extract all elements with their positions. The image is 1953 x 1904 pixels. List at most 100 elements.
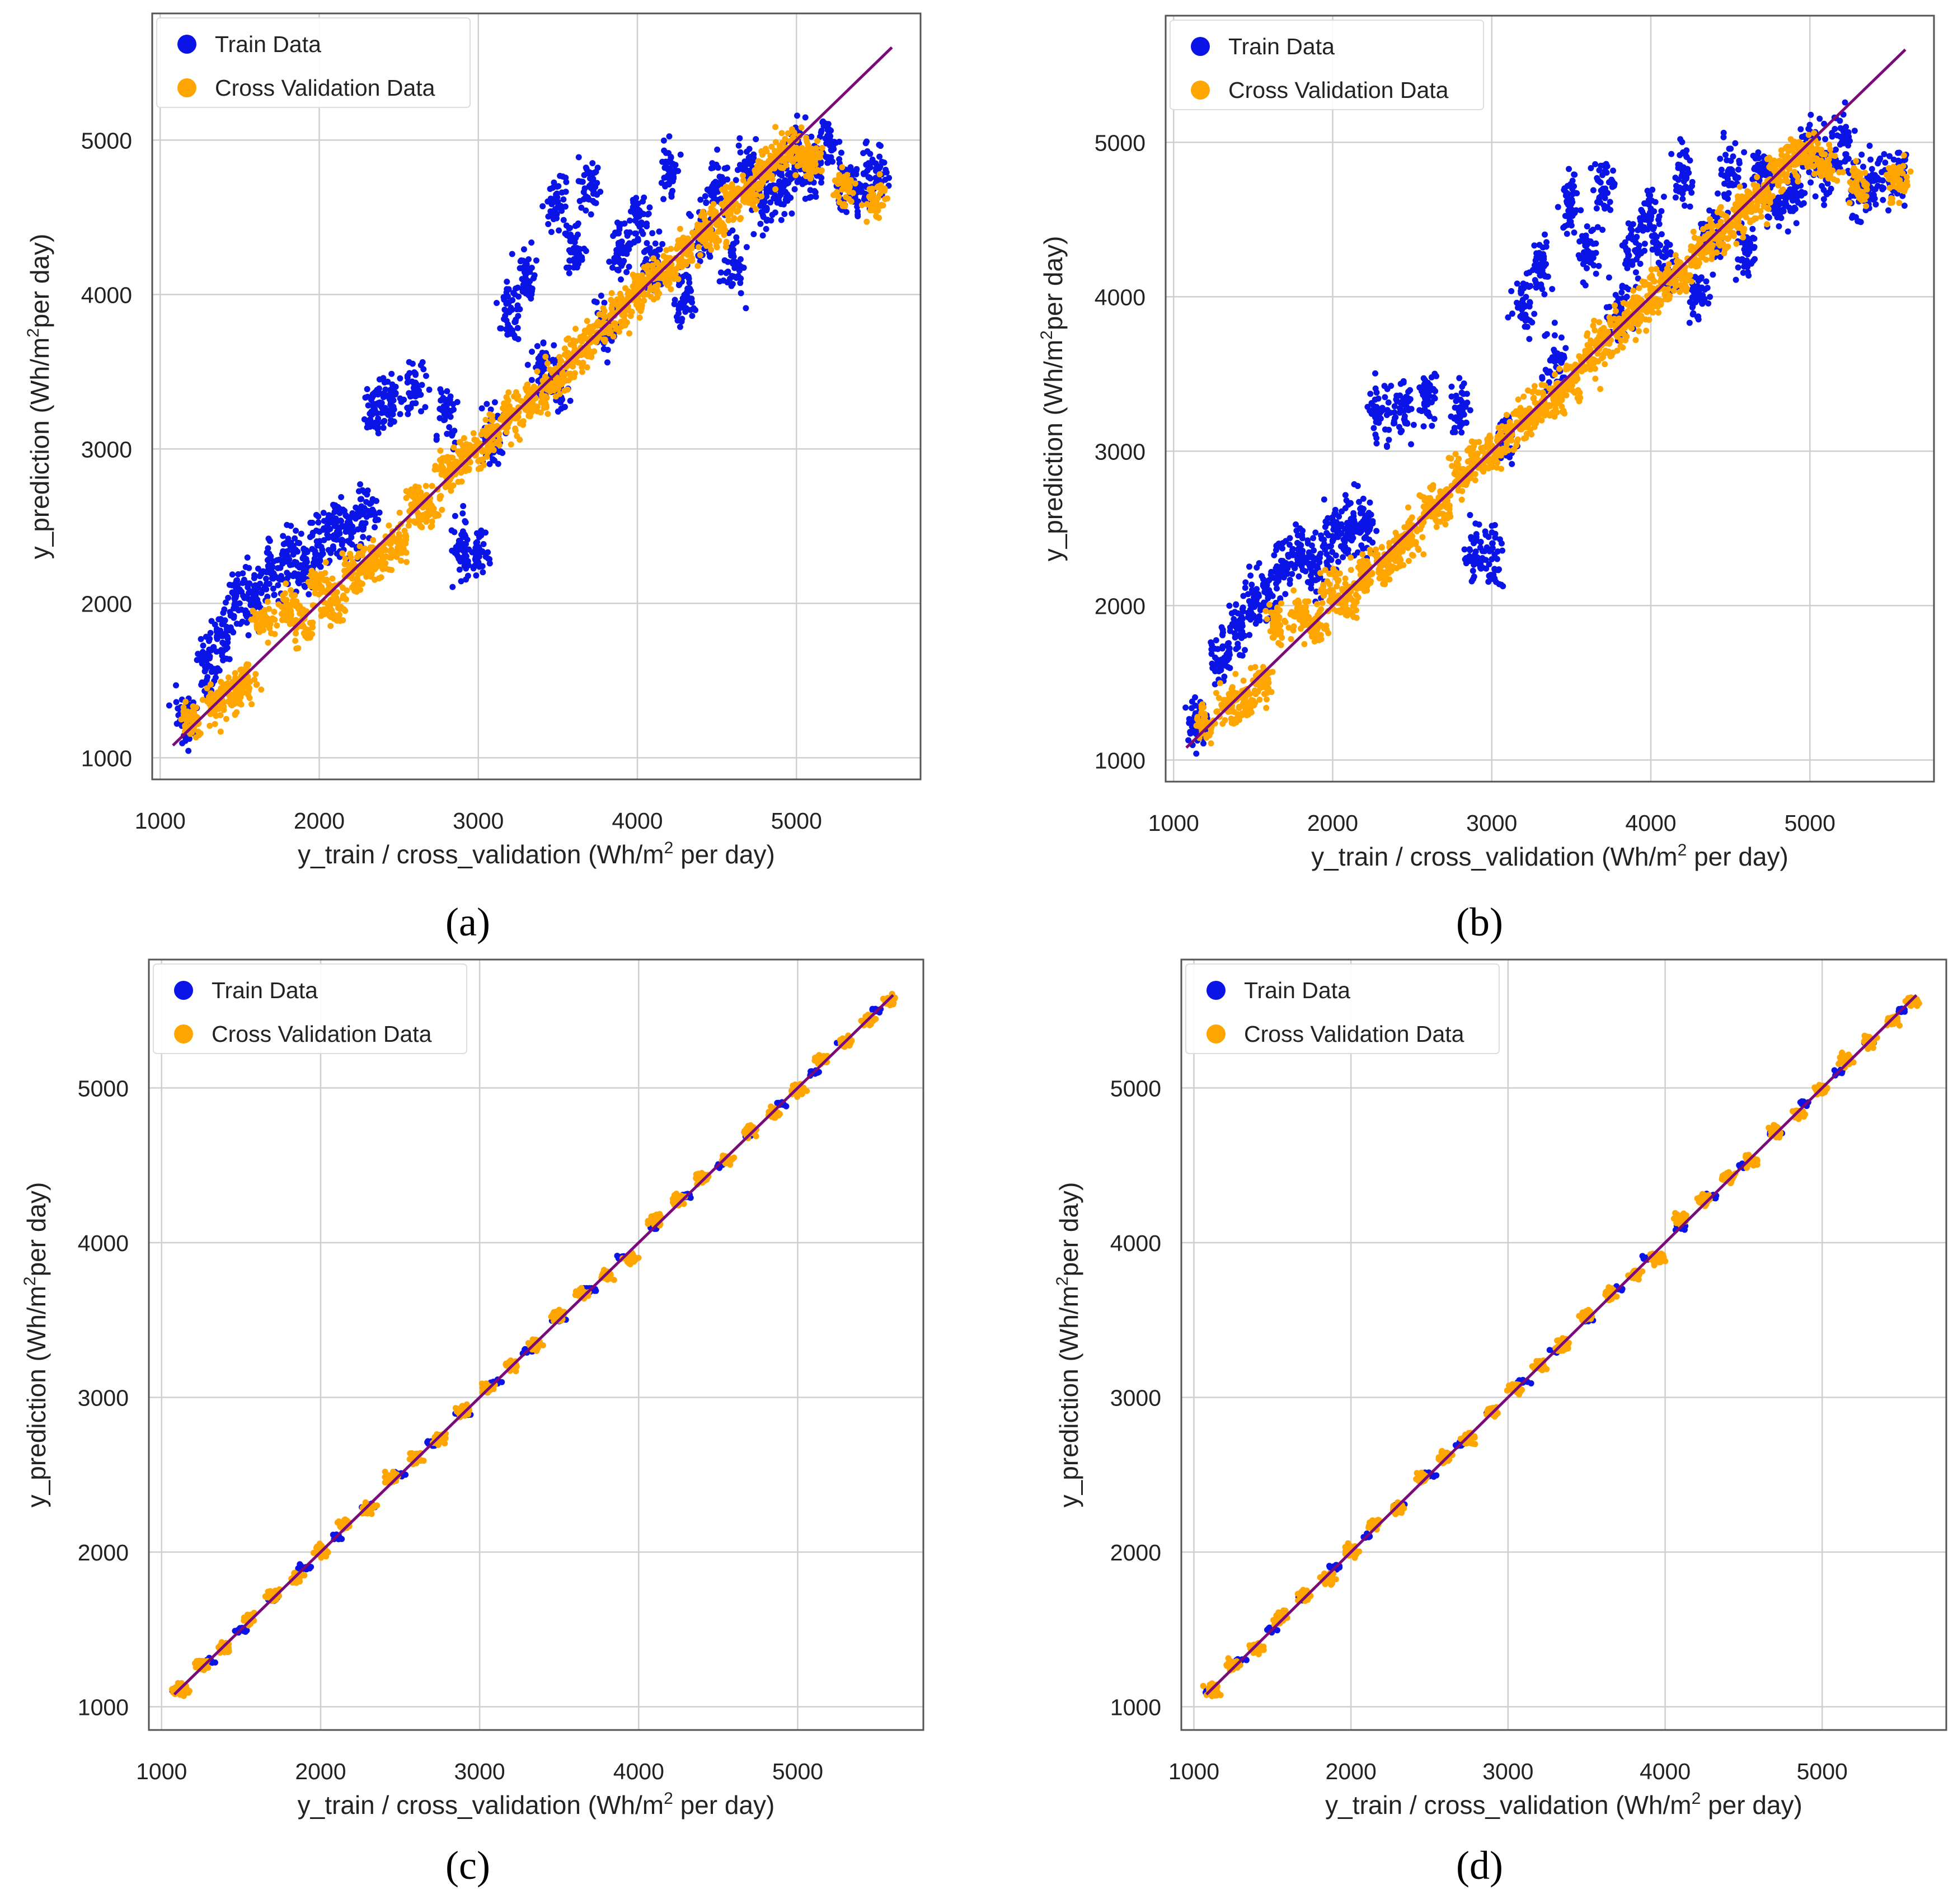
scatter-point <box>725 217 732 224</box>
scatter-point <box>649 230 656 237</box>
scatter-point <box>736 203 743 209</box>
scatter-point <box>1309 576 1316 583</box>
scatter-point <box>1218 624 1225 631</box>
scatter-point <box>805 142 811 148</box>
scatter-point <box>771 148 778 154</box>
scatter-point <box>340 617 346 624</box>
scatter-point <box>233 605 240 612</box>
scatter-point <box>270 585 276 592</box>
scatter-point <box>1208 646 1215 653</box>
scatter-point <box>572 245 579 252</box>
scatter-point <box>452 439 458 446</box>
scatter-point <box>514 306 520 313</box>
scatter-point <box>681 292 688 298</box>
y-tick-label: 4000 <box>81 282 132 308</box>
scatter-point <box>876 171 883 178</box>
scatter-point <box>357 481 364 488</box>
scatter-point <box>290 600 297 607</box>
scatter-point <box>1518 289 1525 295</box>
scatter-point <box>614 302 621 309</box>
scatter-point <box>375 551 382 558</box>
scatter-point <box>521 279 528 286</box>
scatter-point <box>482 431 489 438</box>
scatter-point <box>335 504 341 510</box>
scatter-point <box>510 290 517 297</box>
scatter-point <box>1428 399 1434 406</box>
scatter-point <box>669 176 676 183</box>
scatter-point <box>1564 231 1570 237</box>
scatter-point <box>636 302 643 308</box>
scatter-point <box>495 431 501 438</box>
scatter-point <box>199 679 205 686</box>
scatter-point <box>1457 413 1464 420</box>
scatter-point <box>503 429 510 435</box>
scatter-point <box>554 194 561 201</box>
scatter-point <box>244 610 251 617</box>
scatter-point <box>1569 191 1576 198</box>
scatter-point <box>1489 523 1495 529</box>
scatter-point <box>312 548 318 554</box>
scatter-point <box>470 430 477 436</box>
scatter-point <box>509 330 516 336</box>
scatter-point <box>302 566 308 573</box>
scatter-point <box>296 540 303 547</box>
scatter-point <box>292 637 299 644</box>
scatter-point <box>1256 617 1263 624</box>
scatter-point <box>816 154 823 161</box>
scatter-point <box>1350 510 1357 516</box>
scatter-point <box>503 289 510 296</box>
scatter-point <box>722 192 729 199</box>
scatter-point <box>1247 599 1254 605</box>
scatter-point <box>508 441 514 448</box>
scatter-point <box>426 387 433 393</box>
scatter-point <box>246 565 252 571</box>
scatter-point <box>1423 385 1429 392</box>
scatter-point <box>706 242 713 248</box>
scatter-point <box>604 359 611 366</box>
scatter-point <box>405 522 412 529</box>
scatter-point <box>636 314 643 321</box>
scatter-point <box>409 488 415 495</box>
scatter-point <box>182 698 189 705</box>
scatter-point <box>255 601 262 608</box>
scatter-point <box>1403 393 1410 400</box>
scatter-point <box>432 513 439 519</box>
scatter-point <box>702 193 708 200</box>
scatter-point <box>1453 392 1459 399</box>
scatter-point <box>312 586 318 593</box>
scatter-point <box>570 363 576 370</box>
scatter-point <box>1277 595 1284 601</box>
scatter-point <box>1327 543 1334 549</box>
scatter-point <box>1267 590 1274 597</box>
scatter-point <box>256 610 262 617</box>
scatter-point <box>520 257 527 264</box>
scatter-point <box>528 377 535 383</box>
scatter-point <box>1514 280 1520 287</box>
scatter-point <box>1533 280 1539 286</box>
scatter-point <box>271 609 278 615</box>
scatter-point <box>1351 481 1358 488</box>
scatter-point <box>1266 577 1273 584</box>
scatter-point <box>367 416 374 423</box>
scatter-point <box>459 510 466 517</box>
scatter-point <box>208 690 214 697</box>
scatter-point <box>505 321 511 328</box>
scatter-point <box>661 147 668 154</box>
scatter-point <box>1310 535 1317 542</box>
scatter-point <box>363 499 370 505</box>
scatter-point <box>364 491 370 498</box>
scatter-point <box>819 144 825 151</box>
scatter-point <box>358 496 365 502</box>
scatter-point <box>1246 632 1253 638</box>
x-tick-label: 5000 <box>771 808 822 834</box>
scatter-point <box>733 177 739 184</box>
scatter-point <box>459 468 466 474</box>
scatter-point <box>526 284 533 290</box>
scatter-point <box>736 162 743 168</box>
scatter-point <box>830 192 837 199</box>
scatter-point <box>1189 705 1195 712</box>
scatter-point <box>604 346 611 353</box>
scatter-point <box>1401 413 1408 420</box>
scatter-point <box>565 335 572 342</box>
scatter-point <box>1358 507 1365 514</box>
